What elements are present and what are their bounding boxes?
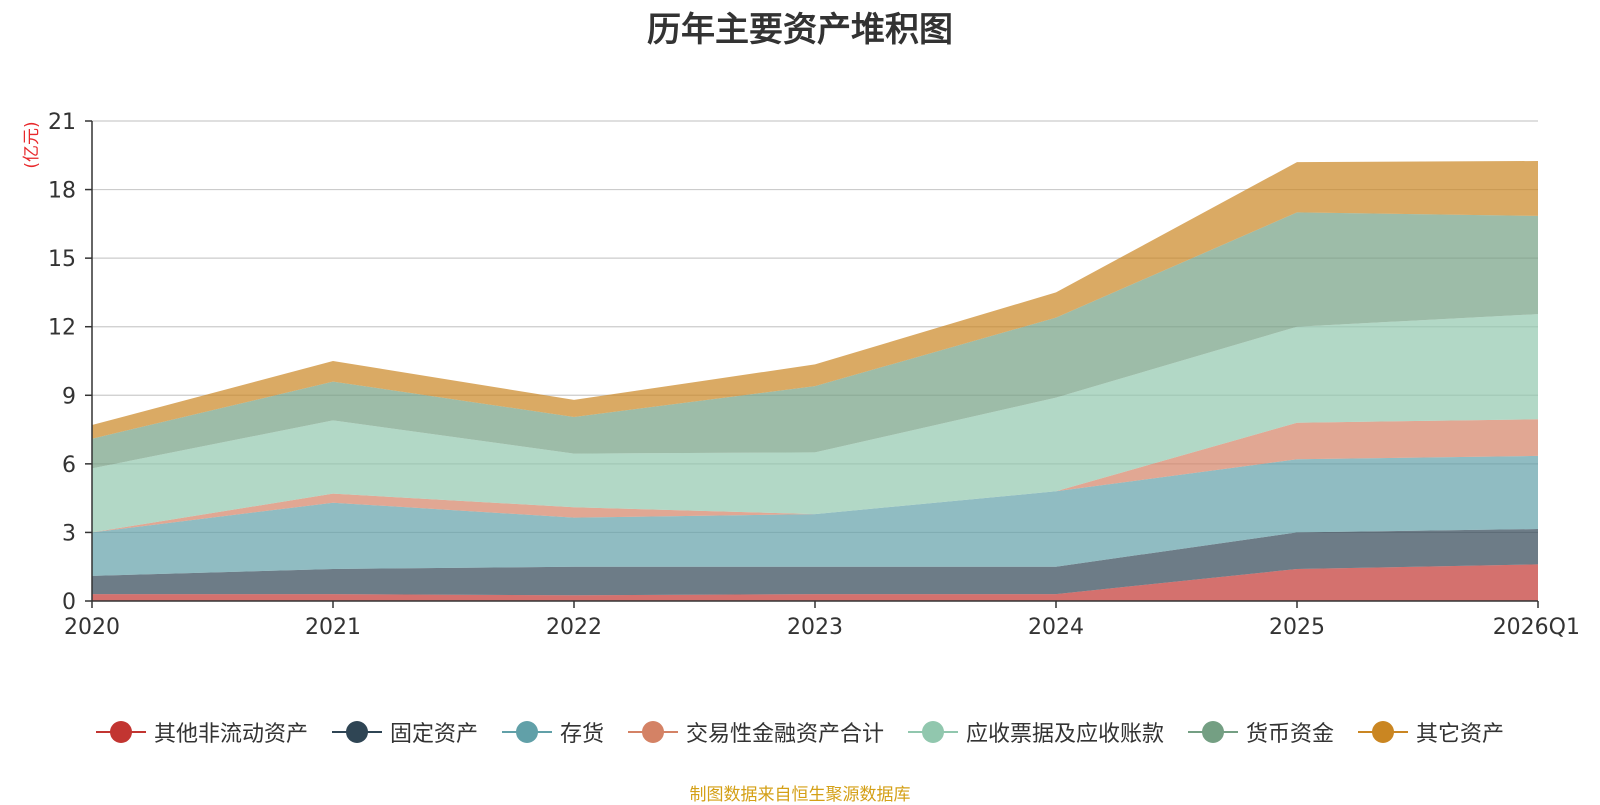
legend-label: 固定资产 — [389, 722, 478, 747]
legend-item-2[interactable]: 固定资产 — [331, 716, 478, 748]
legend-label: 其它资产 — [1416, 722, 1505, 747]
area-series-7[interactable] — [92, 161, 1538, 439]
x-tick-label: 2020 — [64, 615, 120, 640]
axes: 0 3 6 9 12 15 18 21 2020 2021 2022 2023 2024 2025 2026… — [48, 110, 1580, 640]
x-tick-label: 2021 — [305, 615, 361, 640]
legend-dot-icon — [1372, 721, 1395, 743]
y-tick-label: 15 — [48, 247, 76, 272]
x-tick-label: 2024 — [1028, 615, 1084, 640]
y-tick-label: 12 — [48, 316, 76, 341]
area-series-5[interactable] — [92, 314, 1538, 533]
legend-item-4[interactable]: 交易性金融资产合计 — [627, 716, 884, 748]
legend-dot-icon — [109, 721, 132, 743]
legend-item-6[interactable]: 货币资金 — [1188, 716, 1334, 748]
legend-label: 应收票据及应收账款 — [966, 722, 1165, 747]
area-series-4[interactable] — [92, 419, 1538, 533]
source-footnote: 制图数据来自恒生聚源数据库 — [689, 785, 911, 805]
chart-title: 历年主要资产堆积图 — [647, 10, 953, 50]
legend-item-1[interactable]: 其他非流动资产 — [95, 716, 308, 748]
legend-marker-icon — [1188, 720, 1239, 744]
y-tick-label: 9 — [62, 384, 76, 409]
legend: 其他非流动资产 固定资产 存货 交易性金融资产合计 应收票据及应收账款 货币资金 其它资产 — [0, 716, 1600, 748]
legend-dot-icon — [641, 721, 664, 743]
legend-dot-icon — [922, 721, 944, 743]
y-tick-label: 18 — [48, 179, 76, 204]
y-tick-label: 21 — [48, 110, 76, 135]
y-tick-label: 3 — [62, 521, 76, 546]
legend-item-7[interactable]: 其它资产 — [1358, 716, 1504, 748]
legend-marker-icon — [908, 720, 958, 744]
legend-item-3[interactable]: 存货 — [501, 716, 604, 748]
legend-marker-icon — [627, 720, 678, 744]
area-series-3[interactable] — [92, 455, 1538, 576]
area-series-1[interactable] — [92, 564, 1538, 601]
legend-label: 交易性金融资产合计 — [685, 722, 884, 747]
legend-label: 存货 — [559, 722, 604, 747]
x-tick-label: 2025 — [1269, 615, 1325, 640]
legend-marker-icon — [1358, 720, 1409, 744]
legend-label: 其他非流动资产 — [153, 722, 308, 747]
legend-marker-icon — [331, 720, 382, 744]
legend-dot-icon — [515, 721, 538, 743]
legend-dot-icon — [345, 721, 368, 743]
y-axis-label: (亿元) — [22, 121, 42, 168]
legend-marker-icon — [95, 720, 146, 744]
x-tick-label: 2023 — [787, 615, 843, 640]
x-tick-label: 2022 — [546, 615, 602, 640]
legend-label: 货币资金 — [1246, 722, 1335, 747]
legend-marker-icon — [501, 720, 552, 744]
area-series-6[interactable] — [92, 212, 1538, 469]
y-tick-label: 6 — [62, 453, 76, 478]
x-tick-label: 2026Q1 — [1493, 615, 1580, 640]
area-series-layer — [92, 161, 1538, 601]
legend-item-5[interactable]: 应收票据及应收账款 — [908, 716, 1164, 748]
y-tick-label: 0 — [62, 590, 76, 615]
legend-dot-icon — [1202, 721, 1225, 743]
area-series-2[interactable] — [92, 529, 1538, 596]
